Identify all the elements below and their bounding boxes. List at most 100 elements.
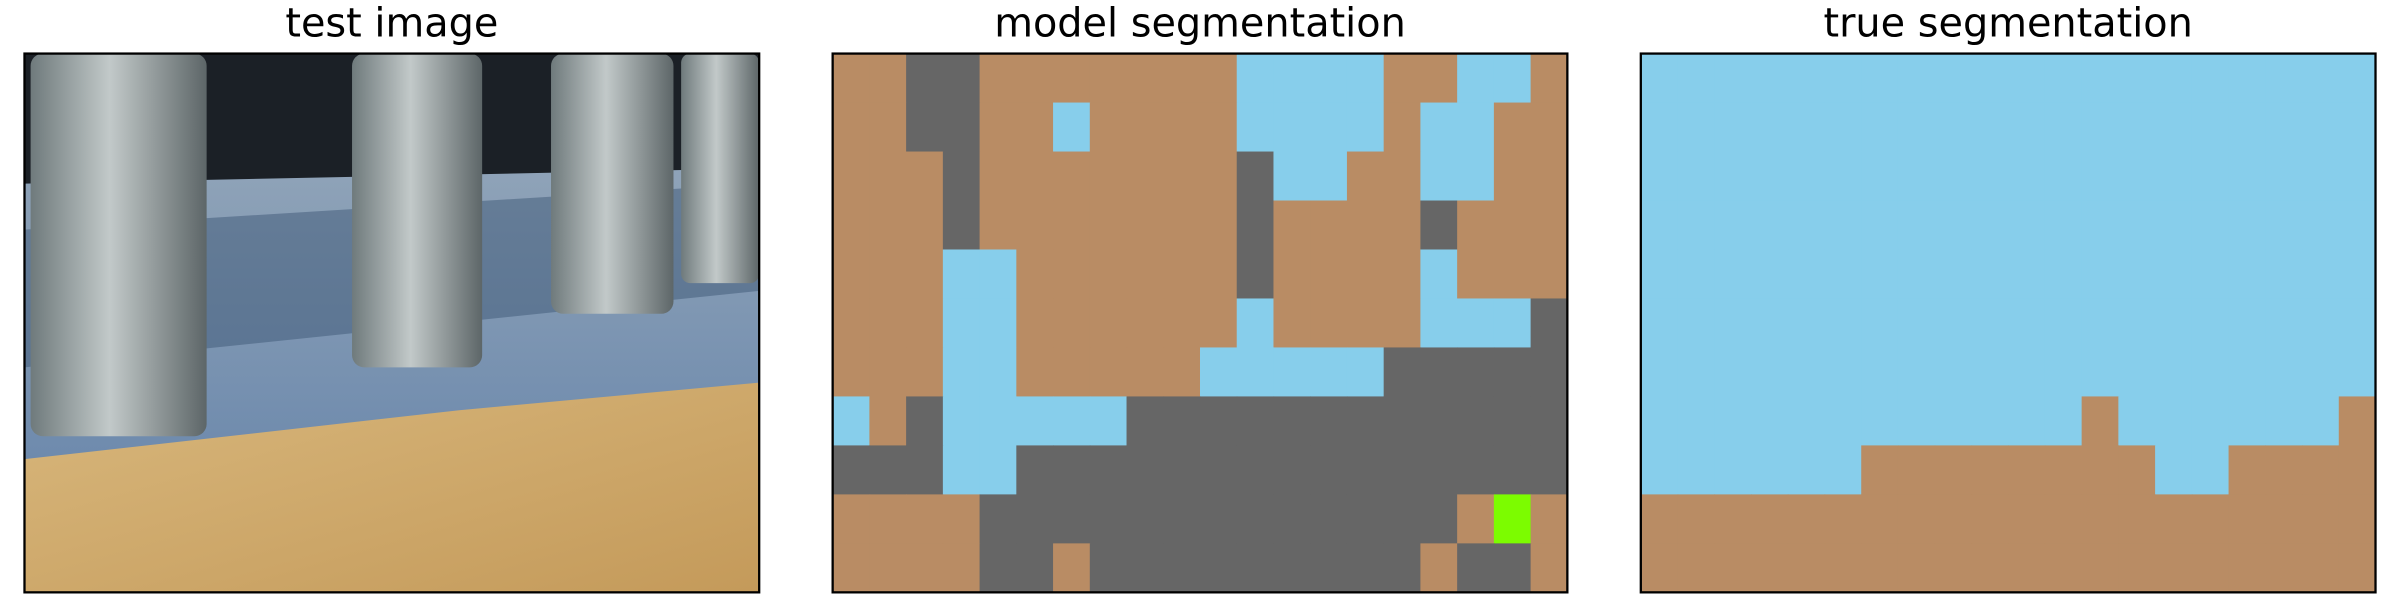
segment-cell — [2081, 151, 2120, 202]
segment-cell — [1457, 102, 1495, 153]
segment-cell — [1934, 298, 1973, 349]
segment-cell — [832, 494, 871, 545]
segment-cell — [1457, 543, 1495, 594]
segment-cell — [2338, 151, 2377, 202]
segment-cell — [2044, 494, 2083, 545]
segment-cell — [2008, 298, 2046, 349]
segment-cell — [1016, 298, 1054, 349]
segment-cell — [1200, 543, 1238, 594]
segment-cell — [1861, 396, 1899, 447]
segment-cell — [1273, 543, 1311, 594]
segment-cell — [1751, 200, 1789, 251]
segment-cell — [942, 298, 981, 349]
segment-cell — [1126, 53, 1165, 104]
segment-cell — [979, 249, 1018, 300]
segment-cell — [2191, 298, 2230, 349]
segment-cell — [1714, 53, 1752, 104]
segment-cell — [1200, 102, 1238, 153]
segment-cell — [869, 298, 907, 349]
segment-cell — [1346, 151, 1385, 202]
segment-cell — [1751, 347, 1789, 398]
segment-cell — [1273, 200, 1311, 251]
segment-cell — [2081, 347, 2120, 398]
segment-cell — [1971, 102, 2009, 153]
segment-cell — [1971, 347, 2009, 398]
segment-cell — [1787, 347, 1826, 398]
segment-cell — [1787, 298, 1826, 349]
segment-cell — [1787, 445, 1826, 496]
segment-cell — [2191, 396, 2230, 447]
segment-cell — [2081, 543, 2120, 594]
segment-cell — [1420, 53, 1458, 104]
segment-cell — [1677, 445, 1716, 496]
segment-cell — [1383, 543, 1422, 594]
segment-cell — [1420, 151, 1458, 202]
segment-cell — [1346, 543, 1385, 594]
segment-cell — [2155, 298, 2193, 349]
segment-cell — [1824, 249, 1862, 300]
segment-cell — [2155, 200, 2193, 251]
segment-cell — [2265, 347, 2303, 398]
segment-cell — [2191, 347, 2230, 398]
segment-cell — [1677, 151, 1716, 202]
segment-cell — [1493, 494, 1532, 545]
segment-cell — [1787, 543, 1826, 594]
segment-cell — [1236, 445, 1275, 496]
segment-cell — [906, 445, 944, 496]
segment-cell — [832, 249, 871, 300]
segment-cell — [1493, 102, 1532, 153]
segment-cell — [1934, 53, 1973, 104]
segment-cell — [1971, 396, 2009, 447]
segment-cell — [2008, 102, 2046, 153]
segment-cell — [832, 396, 871, 447]
segment-cell — [1714, 249, 1752, 300]
segment-cell — [1861, 445, 1899, 496]
segment-cell — [832, 102, 871, 153]
segment-cell — [1053, 102, 1091, 153]
segment-cell — [1053, 298, 1091, 349]
segment-cell — [1016, 445, 1054, 496]
segment-cell — [1530, 53, 1569, 104]
segment-cell — [1824, 298, 1862, 349]
segment-cell — [2191, 445, 2230, 496]
segment-cell — [2228, 298, 2267, 349]
segment-cell — [2155, 543, 2193, 594]
segment-cell — [1861, 347, 1899, 398]
segment-cell — [1310, 445, 1348, 496]
segment-cell — [2302, 53, 2340, 104]
segment-cell — [2228, 249, 2267, 300]
segment-cell — [1530, 494, 1569, 545]
panel-frame — [23, 52, 761, 594]
segment-cell — [1714, 298, 1752, 349]
segment-cell — [1346, 53, 1385, 104]
segment-cell — [1383, 200, 1422, 251]
segment-cell — [942, 396, 981, 447]
segment-cell — [906, 347, 944, 398]
segment-cell — [906, 396, 944, 447]
segment-cell — [1493, 543, 1532, 594]
segment-cell — [2191, 200, 2230, 251]
segment-cell — [942, 445, 981, 496]
segment-cell — [1751, 396, 1789, 447]
segment-cell — [1824, 396, 1862, 447]
segment-cell — [1053, 445, 1091, 496]
segment-cell — [1934, 249, 1973, 300]
segment-cell — [1530, 200, 1569, 251]
segment-cell — [2302, 445, 2340, 496]
segment-cell — [2118, 543, 2156, 594]
segment-cell — [1640, 53, 1679, 104]
segment-cell — [1824, 494, 1862, 545]
segment-cell — [2302, 494, 2340, 545]
segment-cell — [1677, 298, 1716, 349]
segment-cell — [906, 53, 944, 104]
segment-cell — [1273, 298, 1311, 349]
segment-cell — [1089, 53, 1128, 104]
segment-cell — [2118, 445, 2156, 496]
segment-cell — [1530, 543, 1569, 594]
segment-cell — [1383, 102, 1422, 153]
segment-cell — [1934, 151, 1973, 202]
segment-cell — [1493, 298, 1532, 349]
segment-cell — [1200, 200, 1238, 251]
segment-cell — [2118, 151, 2156, 202]
segment-cell — [1824, 102, 1862, 153]
